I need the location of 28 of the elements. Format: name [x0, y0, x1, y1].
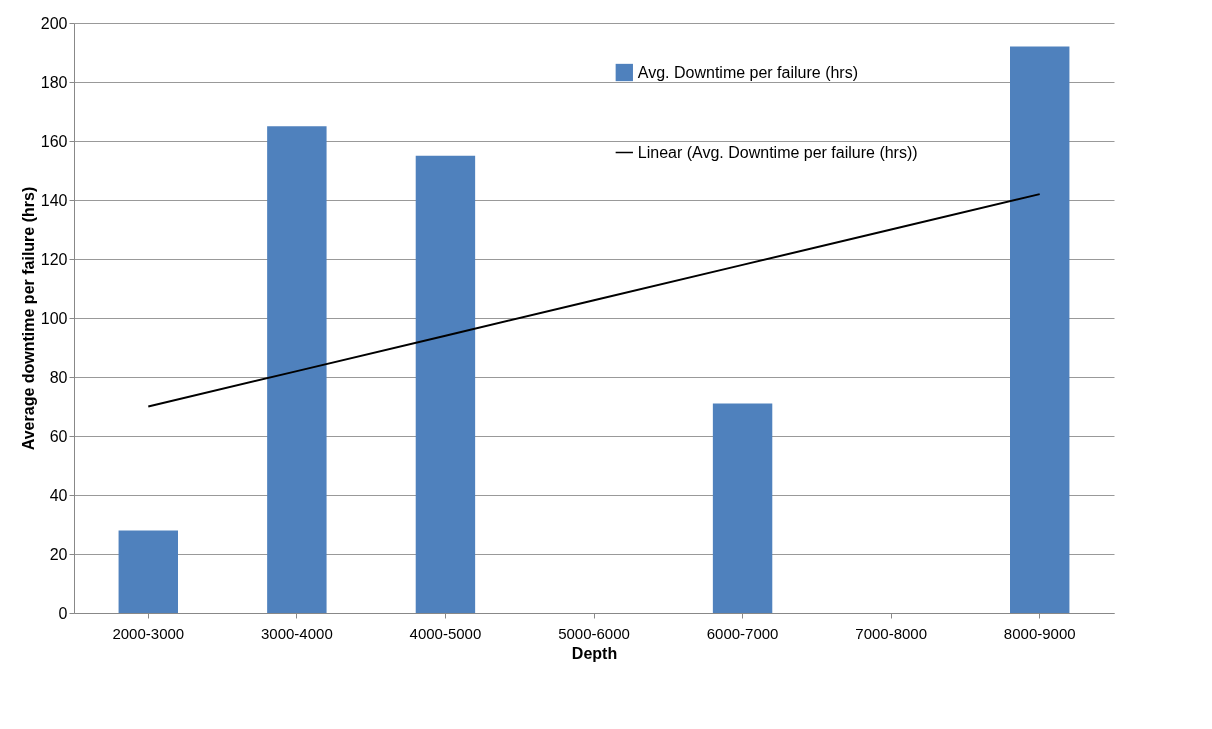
- x-tick-label: 6000-7000: [706, 624, 779, 642]
- y-tick-label: 0: [58, 604, 68, 622]
- y-tick-label: 100: [40, 309, 68, 327]
- bar: [118, 530, 178, 613]
- y-axis-title: Average downtime per failure (hrs): [19, 186, 37, 451]
- y-tick-label: 60: [49, 427, 68, 445]
- bar: [1010, 46, 1070, 613]
- y-tick-label: 20: [49, 545, 68, 563]
- x-tick-label: 5000-6000: [558, 624, 630, 642]
- x-tick-label: 4000-5000: [409, 624, 482, 642]
- y-tick-label: 120: [40, 250, 68, 268]
- x-tick-label: 7000-8000: [855, 624, 928, 642]
- x-tick-label: 8000-9000: [1003, 624, 1076, 642]
- y-tick-label: 80: [49, 368, 68, 386]
- y-tick-label: 200: [40, 14, 68, 32]
- legend-label: Avg. Downtime per failure (hrs): [637, 63, 859, 81]
- x-tick-label: 2000-3000: [112, 624, 185, 642]
- bar: [712, 403, 773, 613]
- y-tick-label: 180: [40, 73, 68, 91]
- legend-label: Linear (Avg. Downtime per failure (hrs)): [637, 143, 918, 161]
- bar: [267, 126, 327, 613]
- y-tick-label: 140: [40, 191, 68, 209]
- line-series: [147, 193, 1041, 408]
- y-tick-label: 160: [40, 132, 68, 150]
- bar: [415, 155, 476, 613]
- y-tick-label: 40: [49, 486, 68, 504]
- x-axis-title: Depth: [571, 644, 618, 662]
- x-tick-label: 3000-4000: [260, 624, 333, 642]
